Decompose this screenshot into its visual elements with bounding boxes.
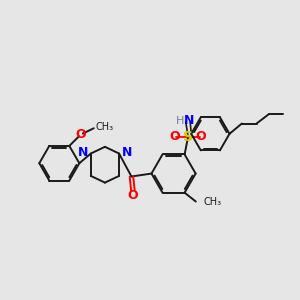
Text: N: N	[122, 146, 132, 159]
Text: H: H	[176, 116, 185, 126]
Text: O: O	[170, 130, 181, 143]
Text: CH₃: CH₃	[95, 122, 113, 132]
Text: O: O	[128, 189, 138, 203]
Text: N: N	[78, 146, 88, 159]
Text: CH₃: CH₃	[203, 196, 221, 206]
Text: N: N	[184, 114, 194, 127]
Text: O: O	[76, 128, 86, 141]
Text: O: O	[196, 130, 206, 143]
Text: S: S	[183, 130, 193, 144]
